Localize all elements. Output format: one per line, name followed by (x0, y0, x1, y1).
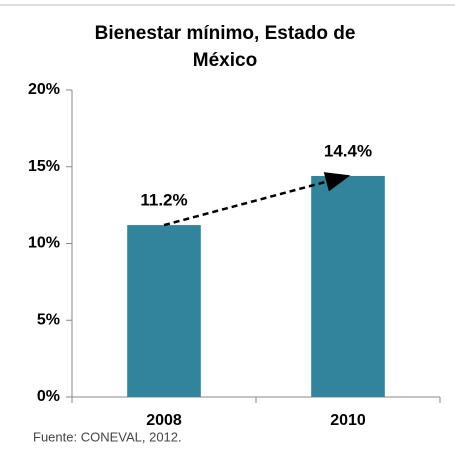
y-tick-label: 10% (28, 235, 60, 252)
y-tick-label: 20% (28, 81, 60, 98)
source: Fuente: CONEVAL, 2012. (33, 429, 182, 444)
value-label: 14.4% (324, 141, 372, 160)
x-tick-label: 2010 (330, 412, 366, 429)
x-tick-label: 2008 (146, 412, 182, 429)
bar (127, 225, 201, 397)
bar (311, 175, 385, 397)
trend-arrow (163, 172, 351, 227)
y-tick-label: 15% (28, 158, 60, 175)
y-tick-label: 0% (37, 388, 60, 405)
y-tick-label: 5% (37, 311, 60, 328)
chart-title: Bienestar mínimo, Estado de México (94, 23, 356, 71)
value-label: 11.2% (140, 191, 187, 210)
